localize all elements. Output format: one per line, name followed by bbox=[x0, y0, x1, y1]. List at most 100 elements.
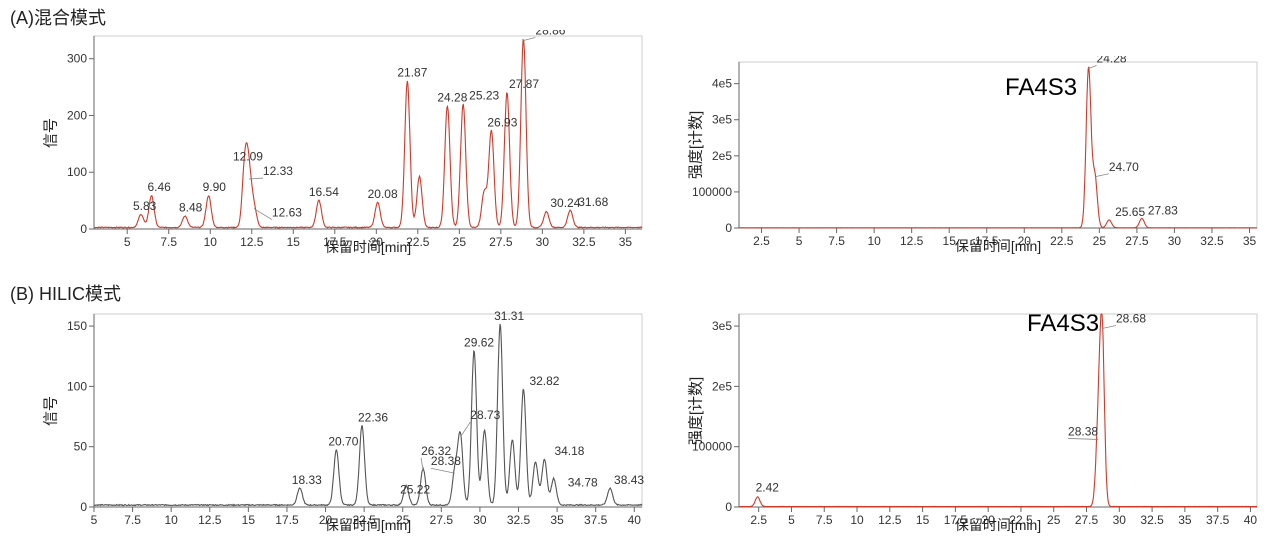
svg-text:27.5: 27.5 bbox=[430, 513, 454, 527]
svg-text:12.5: 12.5 bbox=[878, 513, 902, 527]
svg-text:100: 100 bbox=[67, 165, 87, 179]
svg-text:27.5: 27.5 bbox=[1075, 513, 1099, 527]
svg-text:8.48: 8.48 bbox=[179, 201, 203, 215]
svg-text:100000: 100000 bbox=[692, 185, 732, 199]
svg-text:25.23: 25.23 bbox=[469, 88, 499, 102]
svg-text:5: 5 bbox=[788, 513, 795, 527]
svg-text:4e5: 4e5 bbox=[712, 77, 732, 91]
svg-text:27.5: 27.5 bbox=[1125, 234, 1149, 248]
y-axis-label: 信号 bbox=[40, 395, 61, 425]
svg-text:25.22: 25.22 bbox=[400, 483, 430, 497]
svg-text:5: 5 bbox=[124, 235, 131, 249]
svg-text:2.5: 2.5 bbox=[753, 234, 770, 248]
svg-text:25.65: 25.65 bbox=[1115, 205, 1145, 219]
svg-text:28.38: 28.38 bbox=[431, 454, 461, 468]
chart-B_right: 2.557.51012.51517.52022.52527.53032.5353… bbox=[685, 308, 1263, 533]
svg-text:35: 35 bbox=[1243, 234, 1257, 248]
svg-text:30.24: 30.24 bbox=[550, 196, 580, 210]
y-axis-label: 强度[计数] bbox=[685, 376, 706, 444]
svg-text:7.5: 7.5 bbox=[816, 513, 833, 527]
svg-text:12.5: 12.5 bbox=[240, 235, 264, 249]
svg-text:40: 40 bbox=[1244, 513, 1258, 527]
svg-text:37.5: 37.5 bbox=[1206, 513, 1230, 527]
panel-title-A: (A)混合模式 bbox=[10, 4, 106, 30]
svg-text:7.5: 7.5 bbox=[124, 513, 141, 527]
svg-text:0: 0 bbox=[80, 500, 87, 514]
svg-text:24.70: 24.70 bbox=[1109, 160, 1139, 174]
svg-text:9.90: 9.90 bbox=[203, 180, 227, 194]
svg-text:12.09: 12.09 bbox=[233, 150, 263, 164]
y-axis-label: 强度[计数] bbox=[685, 111, 706, 179]
svg-text:2e5: 2e5 bbox=[712, 149, 732, 163]
svg-text:32.82: 32.82 bbox=[529, 374, 559, 388]
svg-text:2.42: 2.42 bbox=[756, 480, 780, 494]
svg-text:28.73: 28.73 bbox=[470, 408, 500, 422]
svg-text:31.31: 31.31 bbox=[494, 309, 524, 323]
svg-text:38.43: 38.43 bbox=[614, 473, 644, 487]
svg-text:30: 30 bbox=[473, 513, 487, 527]
svg-text:12.5: 12.5 bbox=[198, 513, 222, 527]
svg-text:15: 15 bbox=[287, 235, 301, 249]
svg-text:32.5: 32.5 bbox=[1140, 513, 1164, 527]
svg-text:27.5: 27.5 bbox=[489, 235, 513, 249]
svg-text:3e5: 3e5 bbox=[712, 113, 732, 127]
svg-text:27.83: 27.83 bbox=[1148, 204, 1178, 218]
panel-title-B: (B) HILIC模式 bbox=[10, 280, 121, 306]
svg-text:10: 10 bbox=[867, 234, 881, 248]
svg-text:10: 10 bbox=[850, 513, 864, 527]
y-axis-label: 信号 bbox=[40, 117, 61, 147]
x-axis-label: 保留时间[min] bbox=[955, 236, 1041, 256]
svg-text:7.5: 7.5 bbox=[160, 235, 177, 249]
svg-text:7.5: 7.5 bbox=[828, 234, 845, 248]
svg-text:15: 15 bbox=[242, 513, 256, 527]
svg-text:22.36: 22.36 bbox=[358, 410, 388, 424]
svg-text:18.33: 18.33 bbox=[292, 473, 322, 487]
svg-text:0: 0 bbox=[725, 500, 732, 514]
svg-text:3e5: 3e5 bbox=[712, 319, 732, 333]
svg-text:2e5: 2e5 bbox=[712, 379, 732, 393]
svg-text:35: 35 bbox=[619, 235, 633, 249]
svg-text:25: 25 bbox=[1093, 234, 1107, 248]
svg-text:200: 200 bbox=[67, 108, 87, 122]
svg-text:6.46: 6.46 bbox=[147, 180, 171, 194]
svg-text:24.28: 24.28 bbox=[437, 91, 467, 105]
svg-text:12.63: 12.63 bbox=[272, 206, 302, 220]
svg-text:32.5: 32.5 bbox=[1200, 234, 1224, 248]
svg-text:10: 10 bbox=[204, 235, 218, 249]
svg-text:2.5: 2.5 bbox=[750, 513, 767, 527]
svg-text:30: 30 bbox=[536, 235, 550, 249]
svg-text:30: 30 bbox=[1113, 513, 1127, 527]
svg-text:28.86: 28.86 bbox=[535, 30, 565, 38]
svg-text:27.87: 27.87 bbox=[509, 77, 539, 91]
x-axis-label: 保留时间[min] bbox=[325, 515, 411, 535]
svg-text:150: 150 bbox=[67, 319, 87, 333]
svg-text:34.78: 34.78 bbox=[568, 475, 598, 489]
svg-text:40: 40 bbox=[628, 513, 642, 527]
svg-text:32.5: 32.5 bbox=[507, 513, 531, 527]
svg-text:28.38: 28.38 bbox=[1068, 424, 1098, 438]
chart-A_left: 57.51012.51517.52022.52527.53032.5350100… bbox=[60, 30, 650, 255]
svg-text:12.5: 12.5 bbox=[900, 234, 924, 248]
svg-text:5.83: 5.83 bbox=[133, 199, 157, 213]
svg-text:300: 300 bbox=[67, 52, 87, 66]
svg-text:5: 5 bbox=[91, 513, 98, 527]
x-axis-label: 保留时间[min] bbox=[325, 237, 411, 257]
x-axis-label: 保留时间[min] bbox=[955, 515, 1041, 535]
svg-text:34.18: 34.18 bbox=[554, 444, 584, 458]
svg-text:0: 0 bbox=[725, 221, 732, 235]
svg-text:0: 0 bbox=[80, 222, 87, 236]
svg-text:16.54: 16.54 bbox=[309, 185, 339, 199]
svg-text:20.08: 20.08 bbox=[368, 187, 398, 201]
svg-text:15: 15 bbox=[916, 513, 930, 527]
svg-text:50: 50 bbox=[74, 440, 88, 454]
svg-text:21.87: 21.87 bbox=[397, 66, 427, 80]
svg-text:10: 10 bbox=[165, 513, 179, 527]
svg-text:25: 25 bbox=[453, 235, 467, 249]
svg-text:29.62: 29.62 bbox=[464, 336, 494, 350]
svg-text:35: 35 bbox=[550, 513, 564, 527]
svg-text:28.68: 28.68 bbox=[1116, 311, 1146, 325]
svg-text:22.5: 22.5 bbox=[1050, 234, 1074, 248]
svg-text:31.68: 31.68 bbox=[578, 195, 608, 209]
chart-A_right: 2.557.51012.51517.52022.52527.53032.5350… bbox=[685, 56, 1263, 254]
svg-text:100: 100 bbox=[67, 379, 87, 393]
